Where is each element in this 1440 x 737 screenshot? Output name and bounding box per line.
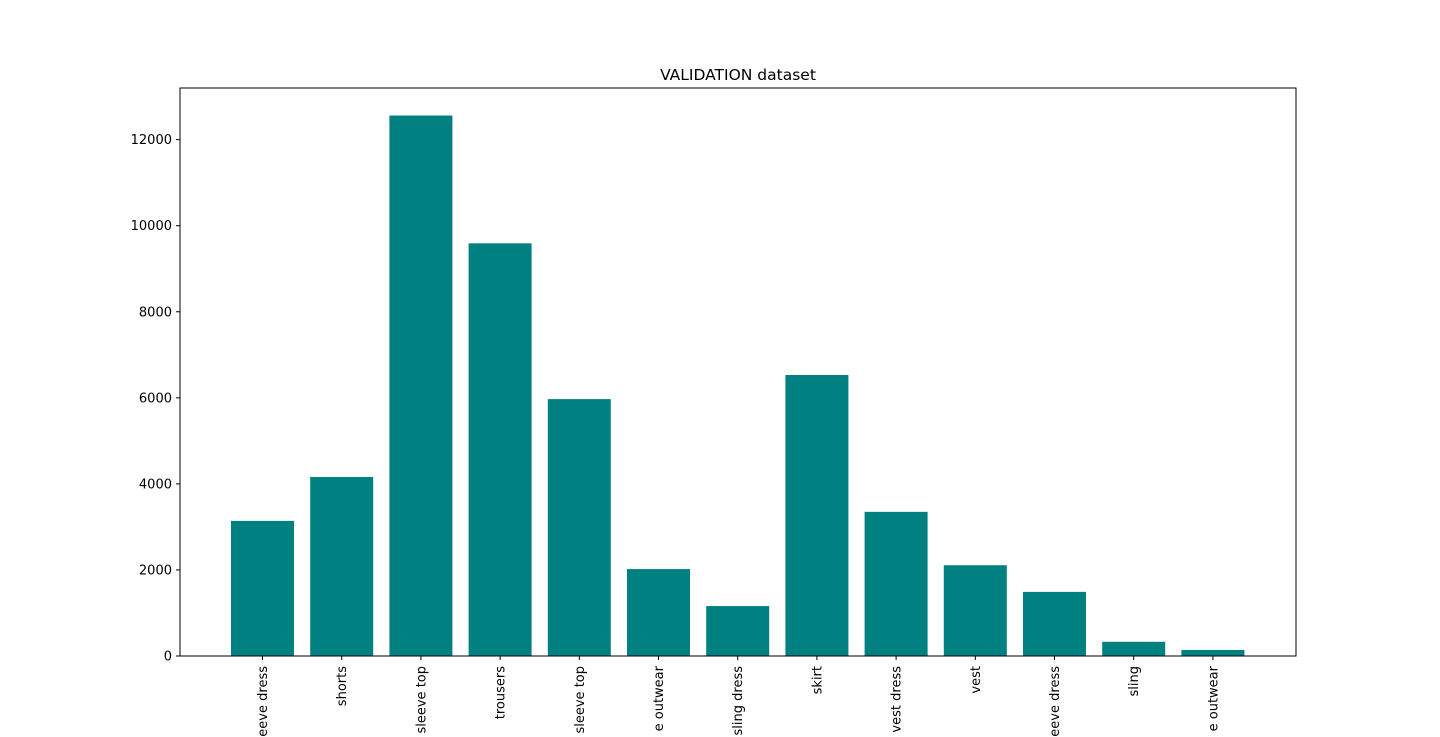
x-axis: eeve dress shorts sleeve top trousers sleeve… [256, 656, 1221, 737]
y-tick-label: 6000 [139, 391, 172, 406]
bar [1181, 649, 1245, 656]
x-tick-label: trousers [494, 666, 509, 719]
y-tick-label: 2000 [139, 563, 172, 578]
x-tick-label: sleeve top [414, 666, 429, 734]
plot-frame [179, 87, 1297, 657]
y-tick-label: 0 [164, 650, 172, 665]
y-axis: 0 2000 4000 6000 8000 10000 12000 [131, 133, 180, 665]
x-tick-label: sleeve top [573, 666, 588, 734]
bars-group [231, 115, 1245, 657]
bar [1102, 641, 1166, 656]
bar [1023, 591, 1086, 656]
bar [706, 606, 770, 656]
bar [468, 243, 532, 656]
bar [389, 115, 453, 657]
x-tick-label: eeve dress [256, 666, 271, 737]
bar [864, 511, 928, 656]
y-tick-label: 12000 [131, 133, 172, 148]
bar [231, 520, 294, 656]
chart-title: VALIDATION dataset [660, 66, 816, 84]
bar [310, 476, 374, 656]
x-tick-label: e outwear [1206, 665, 1221, 731]
bar [943, 565, 1007, 656]
y-tick-label: 10000 [131, 219, 172, 234]
bar [785, 375, 849, 656]
x-tick-label: sling [1127, 666, 1142, 697]
x-tick-label: vest dress [890, 666, 905, 733]
bar [627, 569, 690, 656]
y-tick-label: 8000 [139, 305, 172, 320]
x-tick-label: sling dress [731, 666, 746, 736]
x-tick-label: vest [969, 666, 984, 694]
x-tick-label: e outwear [652, 665, 667, 731]
x-tick-label: skirt [810, 666, 825, 694]
bar [547, 399, 611, 656]
y-tick-label: 4000 [139, 477, 172, 492]
x-tick-label: shorts [335, 666, 350, 706]
x-tick-label: eeve dress [1048, 666, 1063, 737]
